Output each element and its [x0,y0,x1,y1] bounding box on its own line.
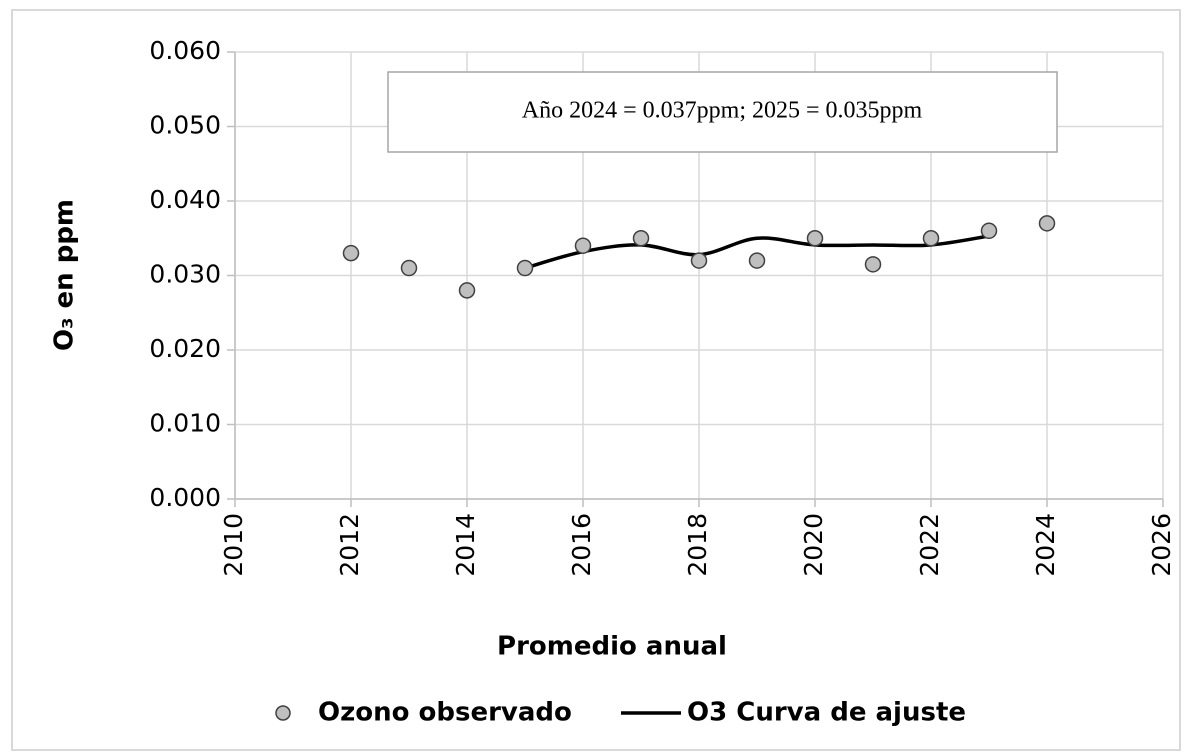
x-tick-label: 2020 [799,513,828,577]
y-tick-label: 0.050 [149,111,221,140]
y-axis-label: O₃ en ppm [50,199,80,351]
fit-line [524,234,990,270]
x-tick-label: 2018 [683,513,712,577]
x-tick-label: 2012 [335,513,364,577]
data-point [806,230,824,247]
data-point [458,282,476,299]
x-tick-label: 2014 [451,513,480,577]
x-tick-label: 2016 [567,513,596,577]
data-point [864,256,882,273]
data-point [922,230,940,247]
y-tick-label: 0.020 [149,334,221,363]
x-tick-label: 2010 [219,513,248,577]
y-tick-label: 0.030 [149,260,221,289]
legend-marker [275,705,291,721]
data-point [980,222,998,240]
data-point [748,252,766,269]
y-tick-label: 0.000 [149,483,221,512]
data-point [574,237,592,254]
legend-label: Ozono observado [318,698,572,728]
x-tick-label: 2022 [915,513,944,577]
y-tick-label: 0.010 [149,409,221,438]
x-tick-label: 2024 [1031,513,1060,577]
annotation-box [387,71,1058,153]
legend-label: O3 Curva de ajuste [687,698,966,728]
y-tick-label: 0.040 [149,185,221,214]
data-point [400,259,418,277]
x-tick-label: 2026 [1147,513,1176,577]
data-point [1038,215,1056,232]
data-point [690,252,708,269]
data-point [516,259,534,277]
x-axis-label: Promedio anual [497,632,727,662]
annotation: Año 2024 = 0.037ppm; 2025 = 0.035ppm [522,98,923,124]
data-point [632,230,650,247]
data-point [342,244,360,262]
y-tick-label: 0.060 [149,36,221,65]
